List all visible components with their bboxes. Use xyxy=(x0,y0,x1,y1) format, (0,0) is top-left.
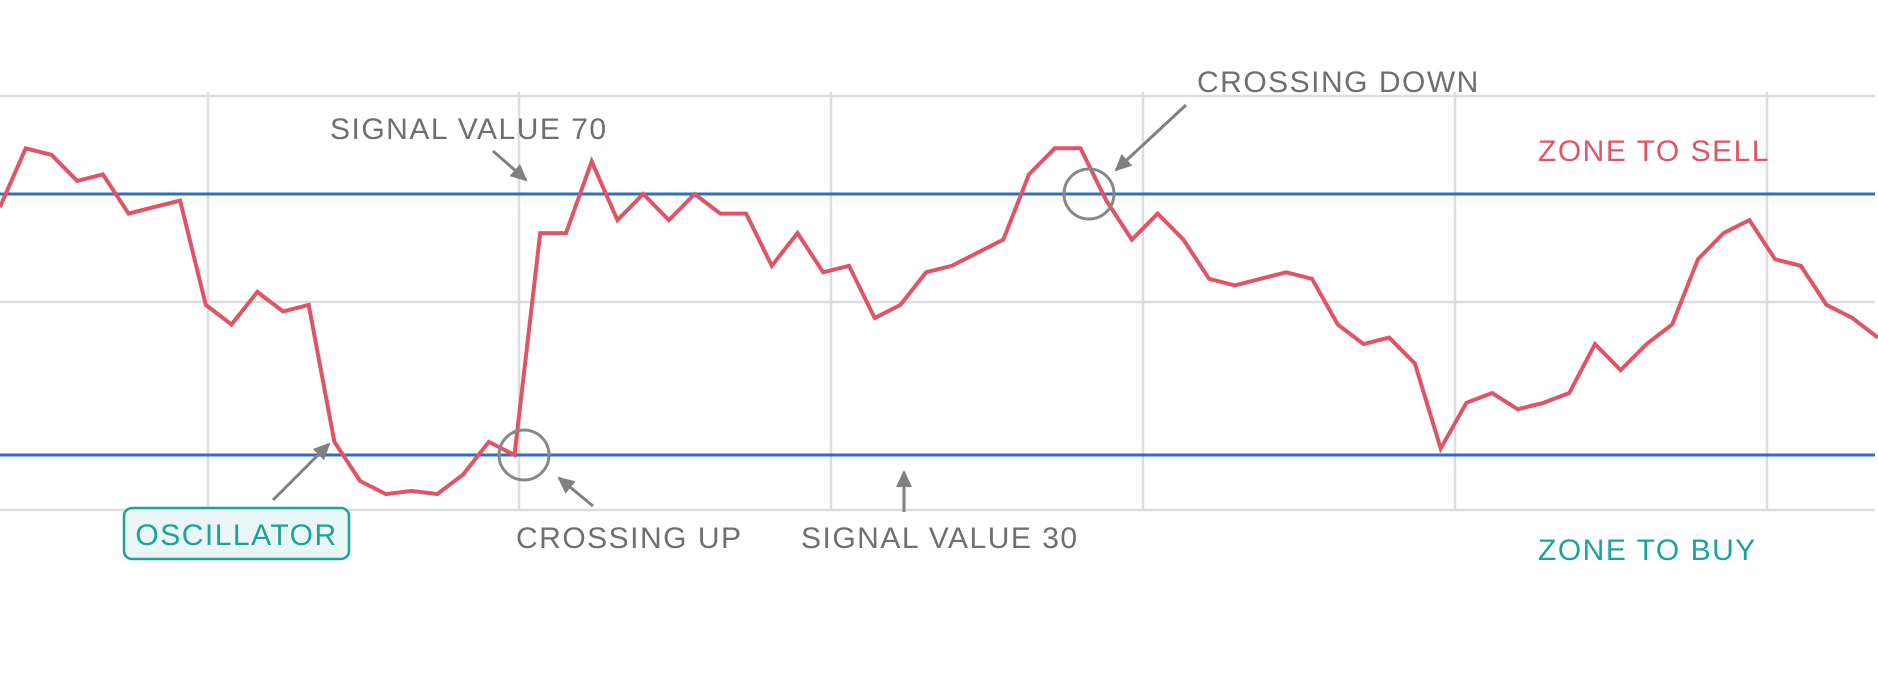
zone-to-sell-label: ZONE TO SELL xyxy=(1538,135,1770,168)
crossing-down-label: CROSSING DOWN xyxy=(1197,66,1480,99)
zone-to-buy-label: ZONE TO BUY xyxy=(1538,534,1757,567)
oscillator-arrow xyxy=(271,442,331,502)
signal-value-70-label: SIGNAL VALUE 70 xyxy=(330,113,608,146)
oscillator-badge: OSCILLATOR xyxy=(122,506,351,561)
crossing-up-label: CROSSING UP xyxy=(516,522,743,555)
crossing-up-arrow xyxy=(557,476,594,508)
oscillator-badge-box xyxy=(122,506,351,561)
crossing-down-marker xyxy=(1062,167,1116,221)
oscillator-label: OSCILLATOR xyxy=(135,519,337,552)
signal-value-30-label: SIGNAL VALUE 30 xyxy=(801,522,1079,555)
oscillator-line xyxy=(0,145,1878,497)
signal-70-arrow xyxy=(492,149,528,182)
crossing-up-marker xyxy=(497,428,551,482)
crossing-down-arrow xyxy=(1114,103,1188,172)
